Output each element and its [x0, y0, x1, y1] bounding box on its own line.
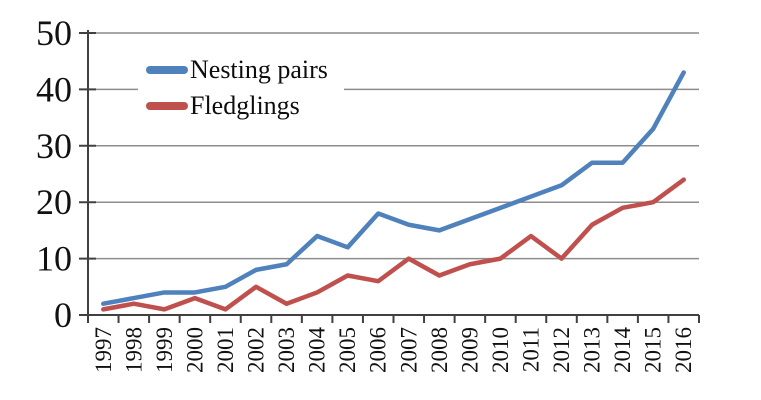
x-axis-label: 2004 — [305, 327, 330, 374]
x-axis-label: 2014 — [610, 327, 635, 374]
y-axis-tick-label: 0 — [54, 295, 72, 335]
legend-label-fledglings: Fledglings — [190, 91, 300, 120]
x-axis-label: 2007 — [396, 327, 421, 373]
x-axis-label: 2002 — [244, 327, 269, 373]
legend-marker-fledglings-icon — [146, 102, 188, 110]
y-axis-tick-label: 10 — [36, 239, 72, 279]
legend-label-nesting-pairs: Nesting pairs — [190, 55, 328, 84]
series-line-fledglings — [101, 177, 686, 312]
legend-marker-nesting-pairs-icon — [146, 66, 188, 74]
x-axis-label: 2009 — [457, 327, 482, 373]
x-axis-label: 1998 — [121, 327, 146, 373]
x-axis-label: 2008 — [427, 327, 452, 373]
legend-item-fledglings: Fledglings — [146, 88, 328, 124]
x-axis-label: 2000 — [182, 327, 207, 373]
x-axis-label: 2001 — [213, 327, 238, 373]
series-line-nesting-pairs — [101, 70, 686, 306]
y-axis-tick-label: 40 — [36, 69, 72, 109]
x-axis-label: 2013 — [580, 327, 605, 373]
x-axis-label: 1999 — [152, 327, 177, 373]
y-axis-tick-label: 20 — [36, 182, 72, 222]
x-axis-label: 2016 — [671, 327, 696, 373]
chart-legend: Nesting pairs Fledglings — [138, 50, 344, 126]
x-axis-label: 2011 — [518, 327, 543, 372]
x-axis-label: 2005 — [335, 327, 360, 373]
x-axis-label: 2006 — [366, 327, 391, 373]
y-axis-tick-label: 50 — [36, 13, 72, 53]
x-axis-label: 2010 — [488, 327, 513, 373]
x-axis-label: 1997 — [91, 327, 116, 373]
legend-item-nesting-pairs: Nesting pairs — [146, 52, 328, 88]
x-axis-label: 2003 — [274, 327, 299, 373]
x-axis-label: 2012 — [549, 327, 574, 373]
y-axis-tick-label: 30 — [36, 126, 72, 166]
x-axis-label: 2015 — [641, 327, 666, 373]
